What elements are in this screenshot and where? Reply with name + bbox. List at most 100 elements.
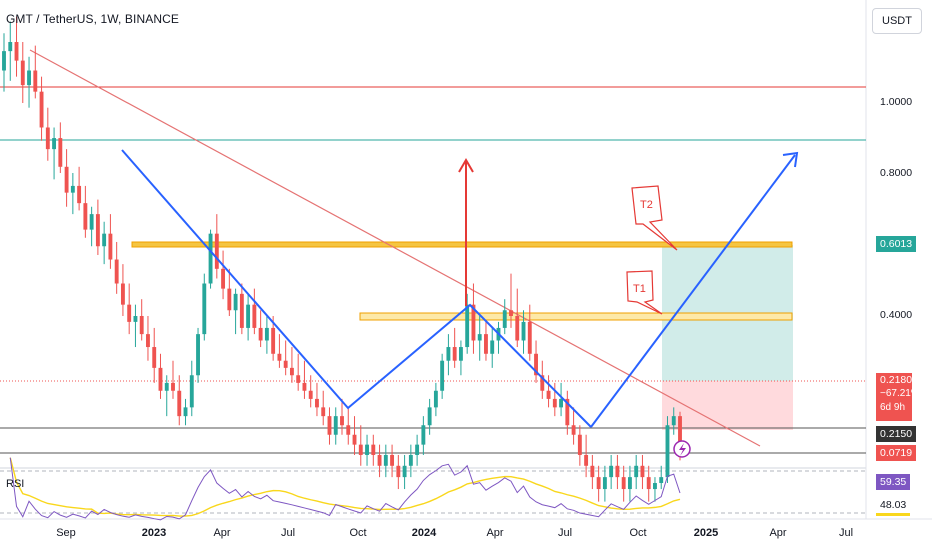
- candle-body[interactable]: [196, 334, 200, 376]
- candle-body[interactable]: [108, 233, 113, 260]
- candle-body[interactable]: [308, 390, 313, 399]
- candle-body[interactable]: [315, 398, 319, 408]
- candle-body[interactable]: [584, 454, 589, 466]
- candle-body[interactable]: [452, 347, 457, 361]
- candle-body[interactable]: [321, 407, 326, 417]
- candle-body[interactable]: [264, 327, 269, 341]
- candle-body[interactable]: [202, 283, 207, 335]
- candle-body[interactable]: [227, 288, 232, 311]
- candle-body[interactable]: [102, 233, 107, 247]
- candle-body[interactable]: [239, 293, 244, 328]
- candle-body[interactable]: [571, 425, 576, 435]
- candle-body[interactable]: [89, 214, 94, 230]
- candle-body[interactable]: [283, 360, 288, 368]
- candle-body[interactable]: [296, 375, 301, 383]
- callout-t2[interactable]: T2: [631, 185, 678, 251]
- currency-button[interactable]: USDT: [872, 8, 922, 34]
- candle-body[interactable]: [402, 465, 407, 478]
- candle-body[interactable]: [390, 454, 395, 466]
- projection-arrow[interactable]: [590, 154, 796, 428]
- candle-body[interactable]: [95, 214, 100, 247]
- candle-body[interactable]: [271, 327, 276, 354]
- candle-body[interactable]: [627, 477, 632, 490]
- candle-body[interactable]: [208, 233, 213, 284]
- candle-body[interactable]: [27, 70, 31, 86]
- candle-body[interactable]: [415, 444, 420, 455]
- candle-body[interactable]: [484, 334, 488, 354]
- candle-body[interactable]: [509, 310, 513, 316]
- candle-body[interactable]: [546, 390, 551, 399]
- candle-body[interactable]: [440, 360, 445, 391]
- candle-body[interactable]: [252, 304, 257, 328]
- candle-body[interactable]: [127, 304, 132, 322]
- candle-body[interactable]: [646, 477, 651, 490]
- candle-body[interactable]: [289, 367, 294, 376]
- candle-body[interactable]: [164, 382, 169, 391]
- candle-body[interactable]: [258, 327, 263, 341]
- candle-body[interactable]: [346, 425, 351, 435]
- candle-body[interactable]: [665, 425, 670, 478]
- candle-body[interactable]: [358, 444, 363, 455]
- candle-body[interactable]: [183, 407, 188, 417]
- descending-trendline[interactable]: [29, 49, 761, 447]
- zone-t1[interactable]: [359, 312, 793, 321]
- candle-body[interactable]: [133, 316, 138, 322]
- candle-body[interactable]: [383, 454, 388, 466]
- candle-body[interactable]: [615, 465, 620, 478]
- candle-body[interactable]: [433, 390, 438, 408]
- candle-body[interactable]: [33, 70, 38, 92]
- candle-body[interactable]: [177, 390, 182, 417]
- candle-body[interactable]: [70, 185, 75, 193]
- loss-zone[interactable]: [662, 381, 793, 430]
- candle-body[interactable]: [120, 283, 125, 305]
- candle-body[interactable]: [396, 465, 401, 478]
- candle-body[interactable]: [114, 259, 119, 284]
- candle-body[interactable]: [515, 316, 520, 341]
- candle-body[interactable]: [158, 367, 163, 391]
- candle-body[interactable]: [565, 398, 570, 426]
- candle-body[interactable]: [52, 138, 57, 150]
- candle-body[interactable]: [408, 454, 413, 466]
- pattern-left-leg[interactable]: [121, 149, 592, 428]
- candle-body[interactable]: [352, 434, 357, 445]
- candle-body[interactable]: [302, 382, 307, 391]
- zone-t2[interactable]: [131, 241, 793, 248]
- lightning-event-icon[interactable]: [673, 440, 691, 458]
- candle-body[interactable]: [465, 304, 470, 348]
- candle-body[interactable]: [502, 310, 507, 328]
- candle-body[interactable]: [139, 316, 144, 335]
- candle-body[interactable]: [377, 454, 382, 466]
- candle-body[interactable]: [534, 353, 538, 376]
- candle-body[interactable]: [2, 51, 6, 71]
- candle-body[interactable]: [427, 407, 432, 426]
- candle-body[interactable]: [678, 416, 682, 458]
- candle-body[interactable]: [189, 375, 194, 408]
- candle-body[interactable]: [559, 398, 564, 408]
- candle-body[interactable]: [577, 434, 582, 455]
- candle-body[interactable]: [171, 382, 175, 391]
- candle-body[interactable]: [540, 375, 545, 391]
- candle-body[interactable]: [596, 477, 601, 490]
- candle-body[interactable]: [421, 425, 426, 445]
- candle-body[interactable]: [552, 398, 557, 408]
- candle-body[interactable]: [477, 334, 482, 341]
- candle-body[interactable]: [214, 233, 219, 269]
- candle-body[interactable]: [671, 416, 676, 426]
- candle-body[interactable]: [653, 483, 657, 490]
- candle-body[interactable]: [659, 477, 664, 484]
- candle-body[interactable]: [20, 60, 25, 86]
- candle-body[interactable]: [602, 477, 607, 490]
- candle-body[interactable]: [277, 353, 282, 361]
- candle-body[interactable]: [221, 268, 226, 289]
- candle-body[interactable]: [590, 465, 595, 478]
- candle-body[interactable]: [83, 203, 88, 230]
- candle-body[interactable]: [371, 444, 376, 455]
- candle-body[interactable]: [45, 127, 50, 150]
- candle-body[interactable]: [64, 166, 69, 193]
- rsi-indicator-label[interactable]: RSI: [6, 478, 25, 490]
- candle-body[interactable]: [490, 340, 495, 354]
- candle-body[interactable]: [246, 304, 251, 328]
- candle-body[interactable]: [39, 91, 44, 128]
- candle-body[interactable]: [634, 465, 639, 478]
